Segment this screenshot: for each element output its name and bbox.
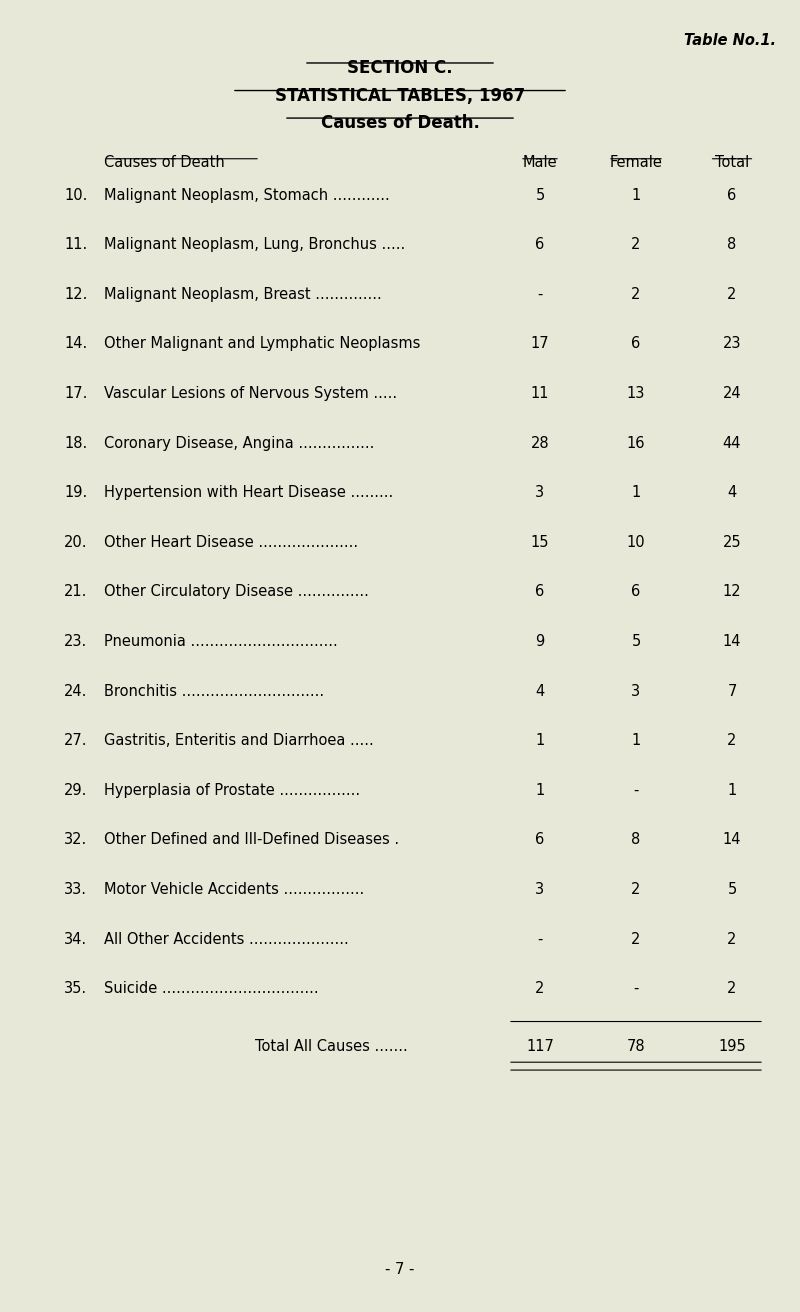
Text: 12: 12 — [722, 584, 742, 600]
Text: 27.: 27. — [64, 733, 87, 748]
Text: 2: 2 — [631, 287, 641, 302]
Text: Motor Vehicle Accidents .................: Motor Vehicle Accidents ................… — [104, 882, 364, 897]
Text: 6: 6 — [727, 188, 737, 202]
Text: 13: 13 — [627, 386, 645, 401]
Text: 5: 5 — [727, 882, 737, 897]
Text: Causes of Death.: Causes of Death. — [321, 114, 479, 133]
Text: Total All Causes .......: Total All Causes ....... — [255, 1039, 408, 1054]
Text: 11: 11 — [530, 386, 550, 401]
Text: STATISTICAL TABLES, 1967: STATISTICAL TABLES, 1967 — [275, 87, 525, 105]
Text: 10.: 10. — [64, 188, 87, 202]
Text: 29.: 29. — [64, 783, 87, 798]
Text: 2: 2 — [535, 981, 545, 996]
Text: 17.: 17. — [64, 386, 87, 401]
Text: 2: 2 — [727, 932, 737, 946]
Text: Other Malignant and Lymphatic Neoplasms: Other Malignant and Lymphatic Neoplasms — [104, 336, 420, 352]
Text: Other Defined and Ill-Defined Diseases .: Other Defined and Ill-Defined Diseases . — [104, 832, 399, 848]
Text: 2: 2 — [727, 733, 737, 748]
Text: 1: 1 — [535, 733, 545, 748]
Text: 15: 15 — [530, 535, 550, 550]
Text: 2: 2 — [727, 981, 737, 996]
Text: 4: 4 — [727, 485, 737, 500]
Text: 5: 5 — [631, 634, 641, 649]
Text: 6: 6 — [535, 832, 545, 848]
Text: 33.: 33. — [64, 882, 87, 897]
Text: 2: 2 — [631, 882, 641, 897]
Text: 25: 25 — [722, 535, 742, 550]
Text: 5: 5 — [535, 188, 545, 202]
Text: 8: 8 — [727, 237, 737, 252]
Text: Other Circulatory Disease ...............: Other Circulatory Disease ..............… — [104, 584, 369, 600]
Text: 12.: 12. — [64, 287, 87, 302]
Text: 3: 3 — [631, 684, 641, 698]
Text: 117: 117 — [526, 1039, 554, 1054]
Text: 14: 14 — [722, 832, 742, 848]
Text: Table No.1.: Table No.1. — [684, 33, 776, 47]
Text: 6: 6 — [631, 336, 641, 352]
Text: Suicide .................................: Suicide ................................… — [104, 981, 318, 996]
Text: 10: 10 — [626, 535, 646, 550]
Text: Malignant Neoplasm, Stomach ............: Malignant Neoplasm, Stomach ............ — [104, 188, 390, 202]
Text: 2: 2 — [631, 237, 641, 252]
Text: 34.: 34. — [64, 932, 87, 946]
Text: 23: 23 — [722, 336, 742, 352]
Text: 78: 78 — [626, 1039, 646, 1054]
Text: -: - — [538, 287, 542, 302]
Text: 1: 1 — [727, 783, 737, 798]
Text: 8: 8 — [631, 832, 641, 848]
Text: 2: 2 — [727, 287, 737, 302]
Text: 2: 2 — [631, 932, 641, 946]
Text: All Other Accidents .....................: All Other Accidents ....................… — [104, 932, 349, 946]
Text: Total: Total — [715, 155, 749, 169]
Text: Coronary Disease, Angina ................: Coronary Disease, Angina ...............… — [104, 436, 374, 450]
Text: 21.: 21. — [64, 584, 87, 600]
Text: 24: 24 — [722, 386, 742, 401]
Text: 44: 44 — [722, 436, 742, 450]
Text: 3: 3 — [535, 882, 545, 897]
Text: 28: 28 — [530, 436, 550, 450]
Text: 11.: 11. — [64, 237, 87, 252]
Text: Malignant Neoplasm, Breast ..............: Malignant Neoplasm, Breast .............… — [104, 287, 382, 302]
Text: Hyperplasia of Prostate .................: Hyperplasia of Prostate ................… — [104, 783, 360, 798]
Text: Hypertension with Heart Disease .........: Hypertension with Heart Disease ........… — [104, 485, 394, 500]
Text: Malignant Neoplasm, Lung, Bronchus .....: Malignant Neoplasm, Lung, Bronchus ..... — [104, 237, 406, 252]
Text: 16: 16 — [626, 436, 646, 450]
Text: 14: 14 — [722, 634, 742, 649]
Text: 6: 6 — [535, 584, 545, 600]
Text: - 7 -: - 7 - — [386, 1262, 414, 1277]
Text: 1: 1 — [631, 485, 641, 500]
Text: Vascular Lesions of Nervous System .....: Vascular Lesions of Nervous System ..... — [104, 386, 397, 401]
Text: Pneumonia ...............................: Pneumonia ..............................… — [104, 634, 338, 649]
Text: 20.: 20. — [64, 535, 87, 550]
Text: -: - — [538, 932, 542, 946]
Text: 14.: 14. — [64, 336, 87, 352]
Text: 1: 1 — [535, 783, 545, 798]
Text: 195: 195 — [718, 1039, 746, 1054]
Text: 3: 3 — [535, 485, 545, 500]
Text: Male: Male — [522, 155, 558, 169]
Text: SECTION C.: SECTION C. — [347, 59, 453, 77]
Text: 35.: 35. — [64, 981, 87, 996]
Text: 1: 1 — [631, 733, 641, 748]
Text: Other Heart Disease .....................: Other Heart Disease ....................… — [104, 535, 358, 550]
Text: 4: 4 — [535, 684, 545, 698]
Text: 1: 1 — [631, 188, 641, 202]
Text: Gastritis, Enteritis and Diarrhoea .....: Gastritis, Enteritis and Diarrhoea ..... — [104, 733, 374, 748]
Text: -: - — [634, 783, 638, 798]
Text: 19.: 19. — [64, 485, 87, 500]
Text: 9: 9 — [535, 634, 545, 649]
Text: Causes of Death: Causes of Death — [104, 155, 225, 169]
Text: 18.: 18. — [64, 436, 87, 450]
Text: Bronchitis ..............................: Bronchitis .............................… — [104, 684, 324, 698]
Text: 6: 6 — [631, 584, 641, 600]
Text: -: - — [634, 981, 638, 996]
Text: Female: Female — [610, 155, 662, 169]
Text: 6: 6 — [535, 237, 545, 252]
Text: 32.: 32. — [64, 832, 87, 848]
Text: 7: 7 — [727, 684, 737, 698]
Text: 24.: 24. — [64, 684, 87, 698]
Text: 17: 17 — [530, 336, 550, 352]
Text: 23.: 23. — [64, 634, 87, 649]
